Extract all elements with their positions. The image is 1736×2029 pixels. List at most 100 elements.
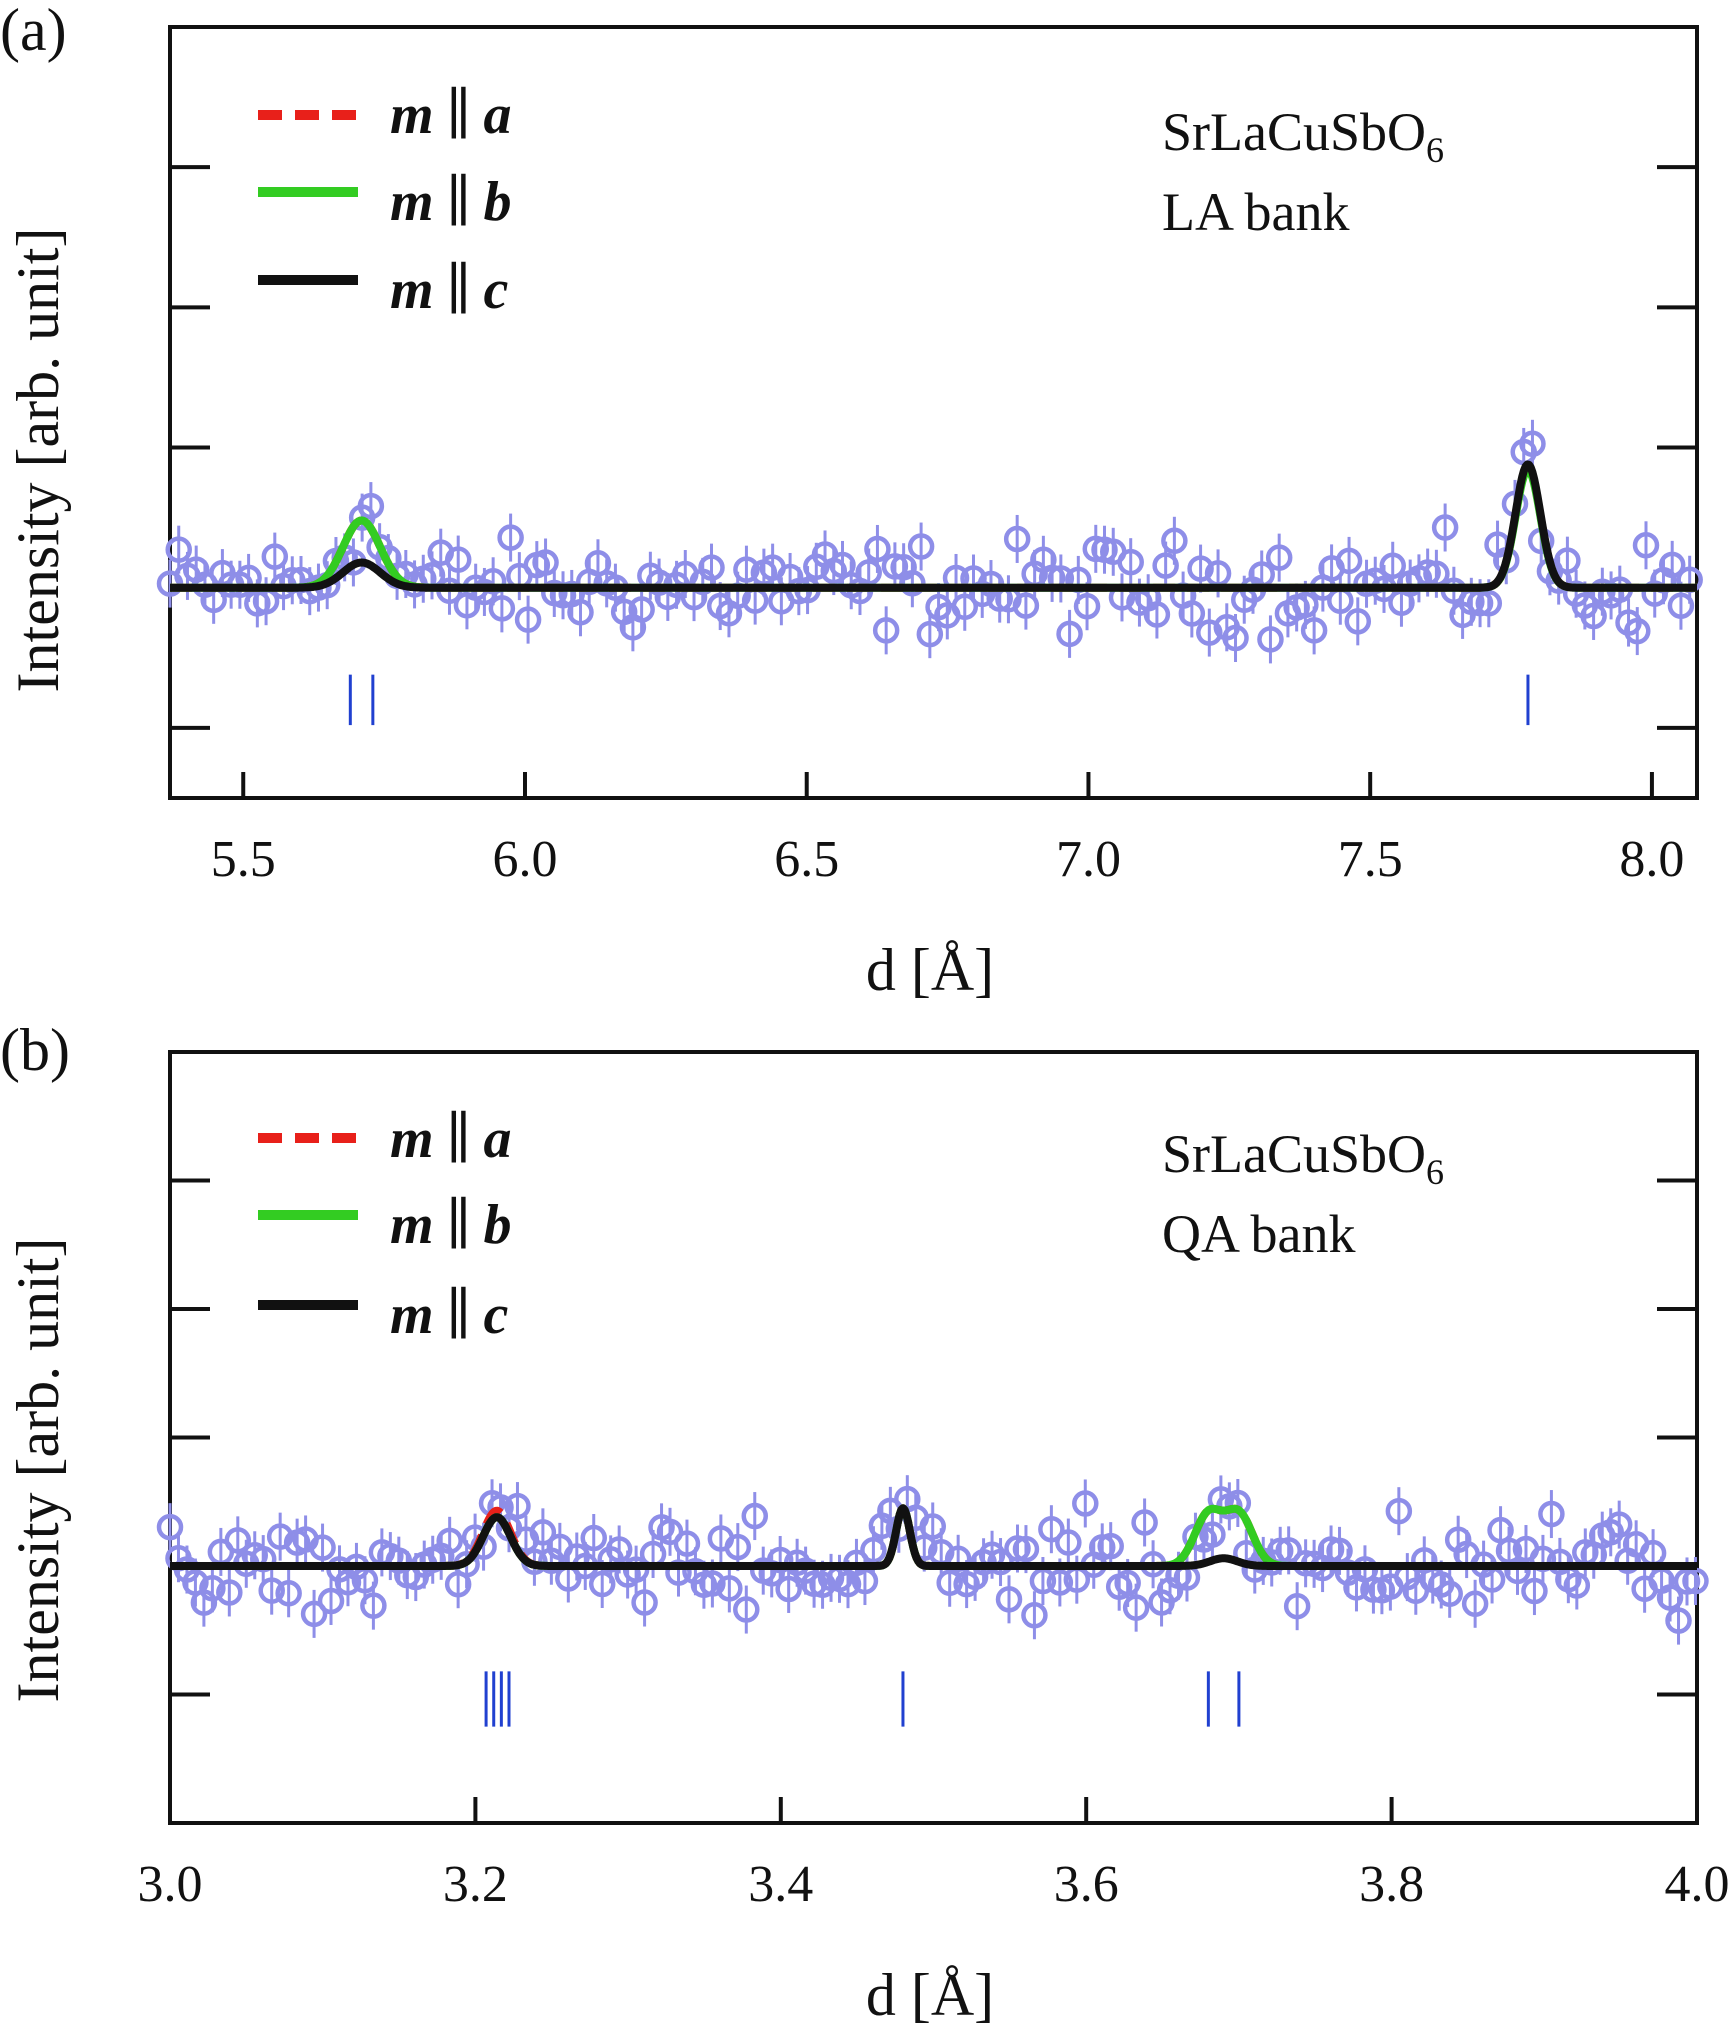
- data-point: [444, 546, 472, 573]
- data-point: [1097, 1532, 1124, 1560]
- compound-label: SrLaCuSbO6: [1162, 102, 1444, 170]
- data-point: [1004, 1535, 1031, 1562]
- data-point: [1152, 552, 1179, 579]
- data-point: [497, 524, 524, 551]
- plot-area: 3.0 3.2 3.4 3.6 3.8 4.0: [138, 1050, 1730, 1913]
- series-line-c: [167, 1504, 1700, 1570]
- plot-area: 5.5 6.0 6.5 7.0 7.5 8.0: [156, 25, 1703, 888]
- data-point: [1379, 552, 1406, 580]
- data-point: [199, 1575, 226, 1602]
- data-point: [936, 1569, 963, 1597]
- data-point: [317, 1587, 345, 1615]
- data-point: [1466, 589, 1494, 617]
- legend: m ∥ a m ∥ b m ∥ c: [258, 84, 511, 321]
- data-point: [665, 1559, 692, 1586]
- data-point: [1196, 619, 1223, 646]
- data-point: [1300, 617, 1328, 644]
- x-tick-label: 8.0: [1619, 831, 1684, 888]
- x-tick-label: 3.0: [138, 1856, 203, 1913]
- x-tick-label: 6.0: [492, 831, 557, 888]
- data-point: [881, 553, 909, 580]
- x-tick-label: 3.4: [748, 1856, 813, 1913]
- x-tick-label: 7.5: [1338, 831, 1403, 888]
- data-point: [1056, 620, 1083, 648]
- series-line-b: [167, 466, 1700, 592]
- legend-label-b: m ∥ b: [390, 1194, 511, 1256]
- x-tick-label: 3.2: [443, 1856, 508, 1913]
- data-point: [567, 599, 594, 626]
- data-point: [1521, 1577, 1548, 1605]
- bank-label: QA bank: [1162, 1204, 1355, 1264]
- x-tick-label: 7.0: [1056, 831, 1121, 888]
- data-point: [504, 1492, 531, 1520]
- data-point: [514, 606, 542, 633]
- data-point: [766, 1546, 794, 1574]
- data-point: [1187, 555, 1214, 582]
- data-point: [733, 1596, 760, 1623]
- data-point: [1335, 547, 1363, 575]
- legend: m ∥ a m ∥ b m ∥ c: [258, 1108, 511, 1346]
- plot-frame: [168, 25, 1699, 800]
- data-point: [1656, 1584, 1684, 1611]
- data-point: [1082, 535, 1110, 563]
- data-point: [261, 543, 289, 570]
- observed-points: [156, 1475, 1709, 1645]
- data-point: [1199, 1521, 1226, 1548]
- data-point: [1131, 1509, 1158, 1536]
- x-axis-label: d [Å]: [866, 1962, 994, 2028]
- data-point: [1461, 1590, 1489, 1618]
- data-point: [249, 1545, 277, 1573]
- data-point: [792, 1557, 819, 1584]
- data-point: [733, 556, 760, 583]
- data-point: [919, 1513, 946, 1540]
- data-point: [1665, 1607, 1692, 1634]
- data-point: [1275, 1537, 1302, 1564]
- data-point: [916, 620, 944, 648]
- y-axis-label: Intensity [arb. unit]: [5, 228, 71, 693]
- data-point: [1117, 548, 1144, 576]
- data-point: [479, 568, 507, 595]
- legend-label-c: m ∥ c: [390, 1284, 508, 1346]
- data-point: [907, 533, 935, 560]
- data-point: [855, 559, 882, 586]
- data-point: [851, 1567, 879, 1595]
- data-point: [1265, 544, 1293, 571]
- legend-label-c: m ∥ c: [390, 259, 508, 321]
- data-point: [300, 1600, 328, 1628]
- data-point: [628, 596, 655, 623]
- data-point: [1178, 600, 1206, 627]
- panel-a: (a) Intensity [arb. unit] d [Å] 5.5 6.0 6.…: [0, 0, 1703, 1003]
- data-point: [716, 1575, 743, 1602]
- bank-label: LA bank: [1162, 182, 1349, 242]
- legend-label-b: m ∥ b: [390, 171, 511, 233]
- data-point: [1538, 1500, 1565, 1528]
- observed-points: [156, 419, 1703, 664]
- series-line-c: [167, 460, 1700, 592]
- legend-label-a: m ∥ a: [390, 84, 511, 146]
- data-point: [631, 1589, 658, 1616]
- data-point: [1046, 1569, 1074, 1596]
- data-point: [1122, 1594, 1150, 1621]
- data-point: [529, 1519, 557, 1546]
- x-tick-label: 4.0: [1665, 1856, 1730, 1913]
- data-point: [1257, 626, 1284, 653]
- data-point: [216, 1579, 243, 1606]
- data-point: [224, 1527, 252, 1554]
- data-point: [1563, 1572, 1591, 1599]
- data-point: [860, 1536, 887, 1564]
- data-point: [532, 549, 559, 576]
- panel-b: (b) Intensity [arb. unit] d [Å] 3.0 3.2 3.…: [0, 1017, 1730, 2028]
- x-tick-label: 6.5: [774, 831, 839, 888]
- data-point: [1114, 1569, 1141, 1597]
- legend-label-a: m ∥ a: [390, 1108, 511, 1170]
- data-point: [1012, 1535, 1040, 1563]
- data-point: [699, 1570, 726, 1597]
- data-point: [1624, 617, 1651, 645]
- data-point: [1344, 608, 1372, 635]
- data-point: [1580, 602, 1607, 630]
- data-point: [724, 1533, 752, 1561]
- data-point: [360, 1592, 387, 1619]
- data-point: [1072, 1490, 1099, 1517]
- data-point: [995, 1586, 1023, 1613]
